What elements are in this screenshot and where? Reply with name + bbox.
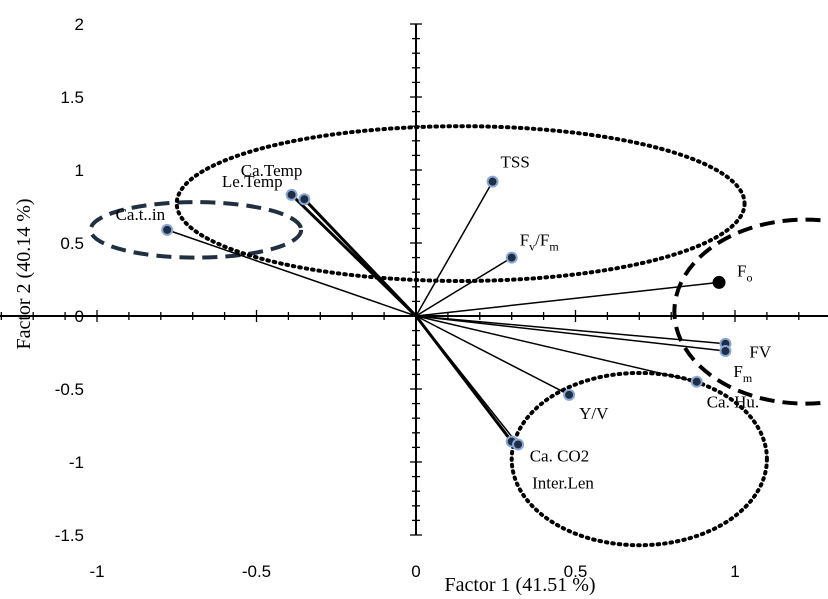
label-ca-co2: Ca. CO2 <box>530 447 590 466</box>
x-tick-label: 1 <box>730 562 739 581</box>
y-tick-label: -0.5 <box>55 380 84 399</box>
point-fv-fm <box>505 251 518 264</box>
vector-fv-fm <box>415 256 513 317</box>
label-fm: Fm <box>733 362 752 385</box>
y-tick-label: 0.5 <box>60 234 84 253</box>
label-fo: Fo <box>737 261 752 284</box>
vector-fm <box>415 315 726 352</box>
point-tss <box>486 175 499 188</box>
label-ca-hu-: Ca. Hu. <box>707 393 759 412</box>
points-layer <box>161 175 732 451</box>
label-y-v: Y/V <box>579 404 609 423</box>
label-fv-fm: Fv/Fm <box>520 231 560 254</box>
point-le-temp <box>285 188 298 201</box>
x-tick-label: -0.5 <box>242 562 271 581</box>
ellipse-dashed-right <box>672 217 828 406</box>
vector-tss <box>415 181 494 317</box>
vector-ca-temp <box>303 198 418 318</box>
x-tick-label: 0 <box>411 562 420 581</box>
label-ca-temp: Ca.Temp <box>241 161 303 180</box>
vector-fo <box>415 281 720 317</box>
label-fv: FV <box>749 343 771 362</box>
ellipse-dashed-dark <box>88 200 304 260</box>
vector-fv <box>415 315 726 345</box>
ellipse-dotted-top <box>174 124 747 283</box>
axes-layer <box>0 23 828 536</box>
x-tick-label: -1 <box>89 562 104 581</box>
point-ca-t-in <box>161 223 174 236</box>
point-ca-hu- <box>690 375 703 388</box>
vector-inter-len <box>415 315 519 445</box>
tick-labels-layer: -2-1.5-1-0.500.511.522.5-1.5-1-0.500.511… <box>55 15 740 581</box>
label-le-temp: Le.Temp <box>222 172 283 191</box>
y-tick-label: 0 <box>75 307 84 326</box>
y-tick-label: 1 <box>75 161 84 180</box>
point-inter-len <box>512 438 525 451</box>
point-fo <box>712 275 726 289</box>
y-tick-label: -1.5 <box>55 526 84 545</box>
vector-y-v <box>415 315 570 396</box>
x-axis-title: Factor 1 (41.51 %) <box>444 574 595 596</box>
point-y-v <box>563 388 576 401</box>
y-axis-title: Factor 2 (40.14 %) <box>13 198 35 349</box>
point-ca-temp <box>298 193 311 206</box>
label-ca-t-in: Ca.t..in <box>116 205 166 224</box>
ellipse-dotted-bottom <box>509 370 769 548</box>
vectors-layer <box>166 181 726 445</box>
y-tick-label: -1 <box>69 453 84 472</box>
y-tick-label: 2 <box>75 15 84 34</box>
ellipses-layer <box>88 124 828 548</box>
label-inter-len: Inter.Len <box>532 473 594 492</box>
point-fm <box>719 345 732 358</box>
vector-ca-t-in <box>166 229 417 317</box>
vector-ca-hu- <box>415 315 697 383</box>
x-tick-label: 0.5 <box>564 562 588 581</box>
label-tss: TSS <box>501 153 530 172</box>
y-tick-label: 1.5 <box>60 88 84 107</box>
